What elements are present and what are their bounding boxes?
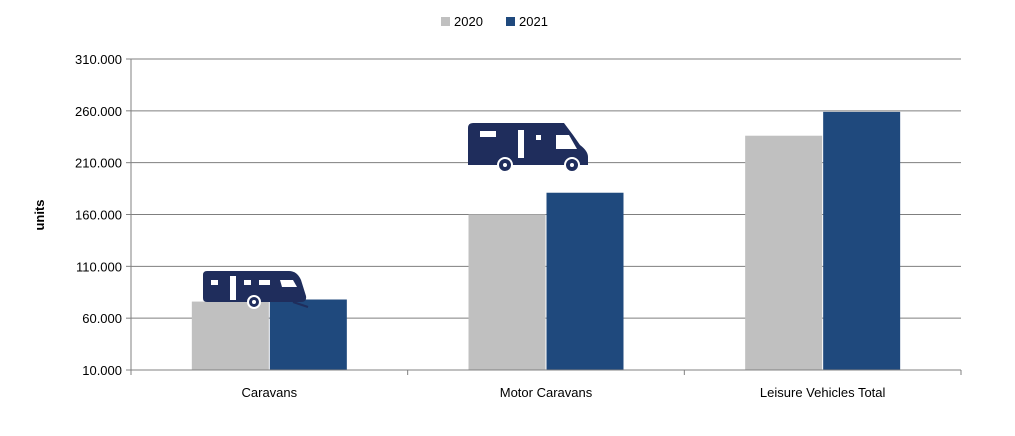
bar-2020-caravans [191,301,269,370]
y-tick-label: 210.000 [75,156,122,171]
gridlines [126,58,961,371]
x-tick-label: Motor Caravans [500,385,593,400]
motorhome-icon [468,123,588,173]
x-tick-label: Caravans [242,385,298,400]
bar-2020-motor-caravans [468,214,546,370]
y-tick-label: 60.000 [82,311,122,326]
y-tick-label: 110.000 [76,259,122,274]
legend-label-2020: 2020 [454,14,483,29]
x-category-ticks [130,370,962,375]
y-tick-label: 10.000 [82,363,122,378]
bar-2021-caravans [269,299,347,370]
y-tick-labels: 10.000 60.000 110.000 160.000 210.000 260.000… [75,52,122,378]
legend: 2020 2021 [441,14,548,29]
legend-swatch-2020 [441,17,450,26]
caravan-icon [203,271,309,309]
y-axis-title: units [32,199,47,230]
bar-2021-leisure-vehicles-total [823,111,901,371]
y-tick-label: 310.000 [75,52,122,67]
legend-swatch-2021 [506,17,515,26]
bar-2020-leisure-vehicles-total [745,135,823,370]
x-tick-labels: Caravans Motor Caravans Leisure Vehicles T… [242,385,886,400]
x-tick-label: Leisure Vehicles Total [760,385,886,400]
y-tick-label: 260.000 [75,104,122,119]
legend-label-2021: 2021 [519,14,548,29]
y-tick-label: 160.000 [75,208,122,223]
bars [191,111,901,371]
bar-2021-motor-caravans [546,192,624,370]
